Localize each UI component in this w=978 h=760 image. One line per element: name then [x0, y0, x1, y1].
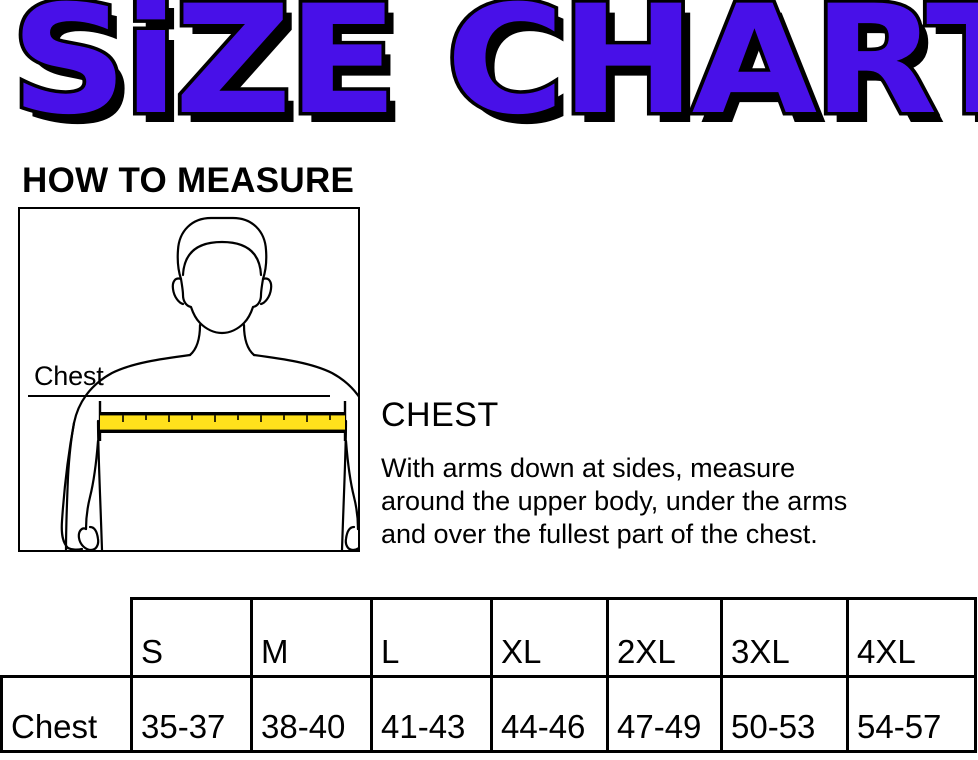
table-cell-chest-4xl: 54-57: [846, 675, 977, 753]
table-header-m: M: [250, 597, 373, 678]
table-cell-chest-3xl: 50-53: [720, 675, 849, 753]
svg-text:SiZE CHART: SiZE CHART: [20, 0, 978, 144]
measuring-tape-icon: [100, 412, 345, 433]
size-table: S M L XL 2XL 3XL 4XL Chest 35-37 38-40 4…: [0, 597, 977, 753]
size-chart-title-art: .tfill { fill:#4810E8; } .tshadow { fill…: [7, 0, 978, 144]
svg-text:SiZE CHART: SiZE CHART: [11, 0, 978, 144]
table-row-label-chest: Chest: [0, 675, 133, 753]
page-title: .tfill { fill:#4810E8; } .tshadow { fill…: [0, 0, 978, 144]
table-header-l: L: [370, 597, 493, 678]
table-cell-chest-s: 35-37: [130, 675, 253, 753]
measurement-diagram: Chest: [18, 207, 360, 552]
table-header-4xl: 4XL: [846, 597, 977, 678]
table-header-3xl: 3XL: [720, 597, 849, 678]
table-header-2xl: 2XL: [606, 597, 723, 678]
how-to-measure-heading: HOW TO MEASURE: [22, 161, 355, 200]
table-cell-chest-m: 38-40: [250, 675, 373, 753]
table-cell-chest-l: 41-43: [370, 675, 493, 753]
chest-callout-label: Chest: [34, 361, 104, 391]
male-torso-figure-icon: [60, 216, 358, 550]
table-corner-cell: [2, 599, 132, 677]
chest-info-heading: CHEST: [381, 396, 499, 434]
chest-leader-line: [28, 395, 330, 397]
table-header-row: S M L XL 2XL 3XL 4XL: [2, 597, 977, 678]
chest-info-description: With arms down at sides, measure around …: [381, 453, 848, 549]
table-cell-chest-2xl: 47-49: [606, 675, 723, 753]
table-header-s: S: [130, 597, 253, 678]
table-header-xl: XL: [490, 597, 609, 678]
table-row: Chest 35-37 38-40 41-43 44-46 47-49 50-5…: [0, 675, 977, 753]
table-cell-chest-xl: 44-46: [490, 675, 609, 753]
